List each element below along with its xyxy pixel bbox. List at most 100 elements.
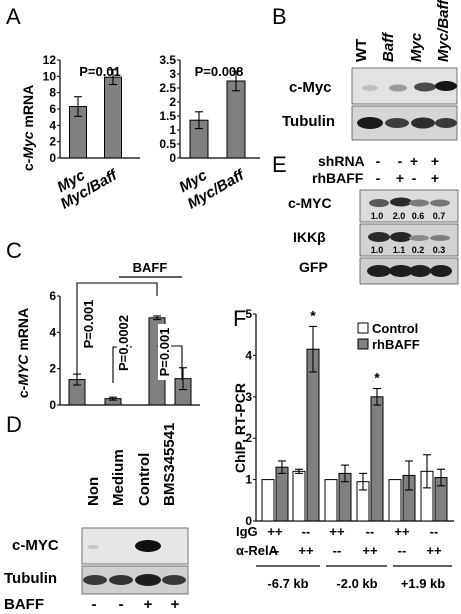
blot-band xyxy=(83,575,107,585)
significance-star: * xyxy=(374,370,380,386)
treatment-sign: -- xyxy=(333,543,342,558)
blot-band xyxy=(389,265,413,277)
treatment-sign: -- xyxy=(366,524,375,539)
panel-letter-f: F xyxy=(233,306,246,331)
shrna-label: shRNA xyxy=(318,153,365,169)
blot-band xyxy=(409,199,429,207)
label-backdrop xyxy=(158,324,171,380)
panel-a-left-chart: 0 2 4 6 8 10 12 xyxy=(43,53,140,165)
panel-letter-e: E xyxy=(272,152,287,177)
rhbaff-label: rhBAFF xyxy=(312,170,364,186)
legend-label: Control xyxy=(372,321,418,336)
bar xyxy=(226,80,246,159)
panel-a-ylabel: c-Myc mRNA xyxy=(20,85,36,171)
y-tick-label: 3.5 xyxy=(159,53,176,67)
quant-value: 1.1 xyxy=(393,245,406,255)
y-tick-label: 0 xyxy=(49,398,56,412)
bar xyxy=(306,348,320,522)
blot-band xyxy=(430,265,452,277)
treatment-sign: - xyxy=(119,596,124,613)
y-tick-label: 2 xyxy=(49,362,56,376)
treatment-sign: ++ xyxy=(394,524,410,539)
legend-swatch-rhbaff xyxy=(357,338,369,350)
y-tick-label: 2 xyxy=(169,95,176,109)
lane-label-b: Myc/Baff xyxy=(435,0,452,62)
ikkb-quant: 1.0 1.1 0.2 0.3 xyxy=(371,245,446,255)
treatment-sign: + xyxy=(431,153,439,169)
bar xyxy=(292,470,306,522)
blot-band xyxy=(368,232,390,242)
treatment-sign: -- xyxy=(271,543,280,558)
significance-star: * xyxy=(310,307,316,323)
y-tick-label: 4 xyxy=(49,325,56,339)
blot-band xyxy=(409,265,431,277)
y-tick-label: 10 xyxy=(43,69,57,83)
panel-a-right-pvalue: P=0.008 xyxy=(195,64,244,79)
lane-label-d: Non xyxy=(85,477,102,506)
treatment-sign: - xyxy=(398,153,403,169)
quant-value: 0.6 xyxy=(412,211,425,221)
panel-b: B WT Baff Myc Myc/Baff c-Myc Tubulin xyxy=(272,0,458,141)
y-tick-label: 2 xyxy=(245,431,252,445)
treatment-sign: ++ xyxy=(267,524,283,539)
blot-band xyxy=(414,82,436,92)
treatment-sign: -- xyxy=(398,543,407,558)
panel-a-left-xticks: Myc Myc/Baff xyxy=(54,166,122,213)
blot-band xyxy=(369,199,389,207)
bar xyxy=(275,466,289,522)
blot-band xyxy=(87,545,99,549)
blot-row-label: c-MYC xyxy=(288,195,332,211)
y-tick-label: 1.5 xyxy=(159,109,176,123)
blot-band xyxy=(109,575,133,585)
blot-band xyxy=(367,265,391,277)
panel-f-chart: 0 1 2 3 4 5 * * xyxy=(245,307,454,528)
panel-a-right-chart: 00.511.522.533.5 xyxy=(159,53,260,165)
panel-letter-a: A xyxy=(6,4,21,29)
blot-band xyxy=(409,235,429,241)
y-tick-label: 6 xyxy=(49,289,56,303)
panel-c-pvalue: P=0.001 xyxy=(81,300,96,349)
bar xyxy=(324,479,338,522)
cmyc-quant: 1.0 2.0 0.6 0.7 xyxy=(371,211,446,221)
rela-signs: -- ++ -- ++ -- ++ xyxy=(271,543,442,558)
quant-value: 0.7 xyxy=(433,211,446,221)
lane-label-b: WT xyxy=(353,39,370,62)
lane-label-b: Myc xyxy=(408,32,425,62)
blot-band xyxy=(362,85,378,91)
treatment-sign: - xyxy=(376,170,381,186)
treatment-sign: ++ xyxy=(298,543,314,558)
panel-c-pvalue: P=0.0002 xyxy=(116,315,131,371)
quant-value: 0.2 xyxy=(412,245,425,255)
blot-row-label: GFP xyxy=(299,259,328,275)
y-tick-label: 1 xyxy=(245,473,252,487)
treatment-sign: - xyxy=(412,170,417,186)
y-tick-label: 0.5 xyxy=(159,137,176,151)
panel-f-ylabel: ChIP, RT-PCR xyxy=(232,383,248,473)
y-tick-label: 4 xyxy=(245,348,252,362)
label-backdrop xyxy=(117,310,130,376)
blot-band xyxy=(162,575,186,585)
region-label: -6.7 kb xyxy=(267,576,308,591)
bar xyxy=(370,396,384,522)
blot-band xyxy=(135,540,161,552)
panel-f-legend: Control rhBAFF xyxy=(357,321,420,352)
blot-band xyxy=(135,574,161,586)
treatment-sign: ++ xyxy=(426,543,442,558)
baff-signs: - - + + xyxy=(92,596,180,613)
treatment-sign: -- xyxy=(430,524,439,539)
blot-row-label: c-MYC xyxy=(12,537,59,554)
y-tick-label: 6 xyxy=(49,102,56,116)
treatment-sign: ++ xyxy=(329,524,345,539)
bar xyxy=(261,479,275,522)
y-tick-label: 0 xyxy=(49,151,56,165)
blot-band xyxy=(411,117,435,129)
y-tick-label: 5 xyxy=(245,307,252,321)
lane-label-d: Medium xyxy=(110,449,127,506)
quant-value: 2.0 xyxy=(393,211,406,221)
y-tick-label: 3 xyxy=(245,390,252,404)
lane-label-d: Control xyxy=(136,453,153,506)
treatment-sign: + xyxy=(410,153,418,169)
treatment-sign: - xyxy=(376,153,381,169)
blot-row-label: c-Myc xyxy=(289,79,332,96)
